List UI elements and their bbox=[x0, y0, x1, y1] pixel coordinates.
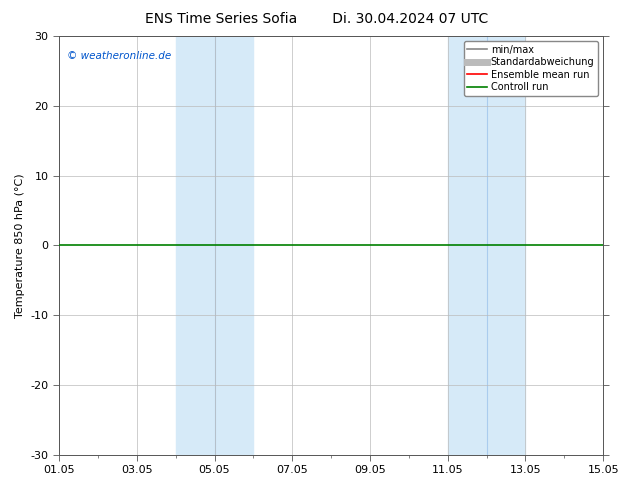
Bar bbox=[487, 36, 526, 455]
Text: ENS Time Series Sofia        Di. 30.04.2024 07 UTC: ENS Time Series Sofia Di. 30.04.2024 07 … bbox=[145, 12, 489, 26]
Bar bbox=[214, 36, 254, 455]
Y-axis label: Temperature 850 hPa (°C): Temperature 850 hPa (°C) bbox=[15, 173, 25, 318]
Text: © weatheronline.de: © weatheronline.de bbox=[67, 51, 172, 61]
Bar bbox=[448, 36, 487, 455]
Bar bbox=[176, 36, 214, 455]
Legend: min/max, Standardabweichung, Ensemble mean run, Controll run: min/max, Standardabweichung, Ensemble me… bbox=[463, 41, 598, 96]
